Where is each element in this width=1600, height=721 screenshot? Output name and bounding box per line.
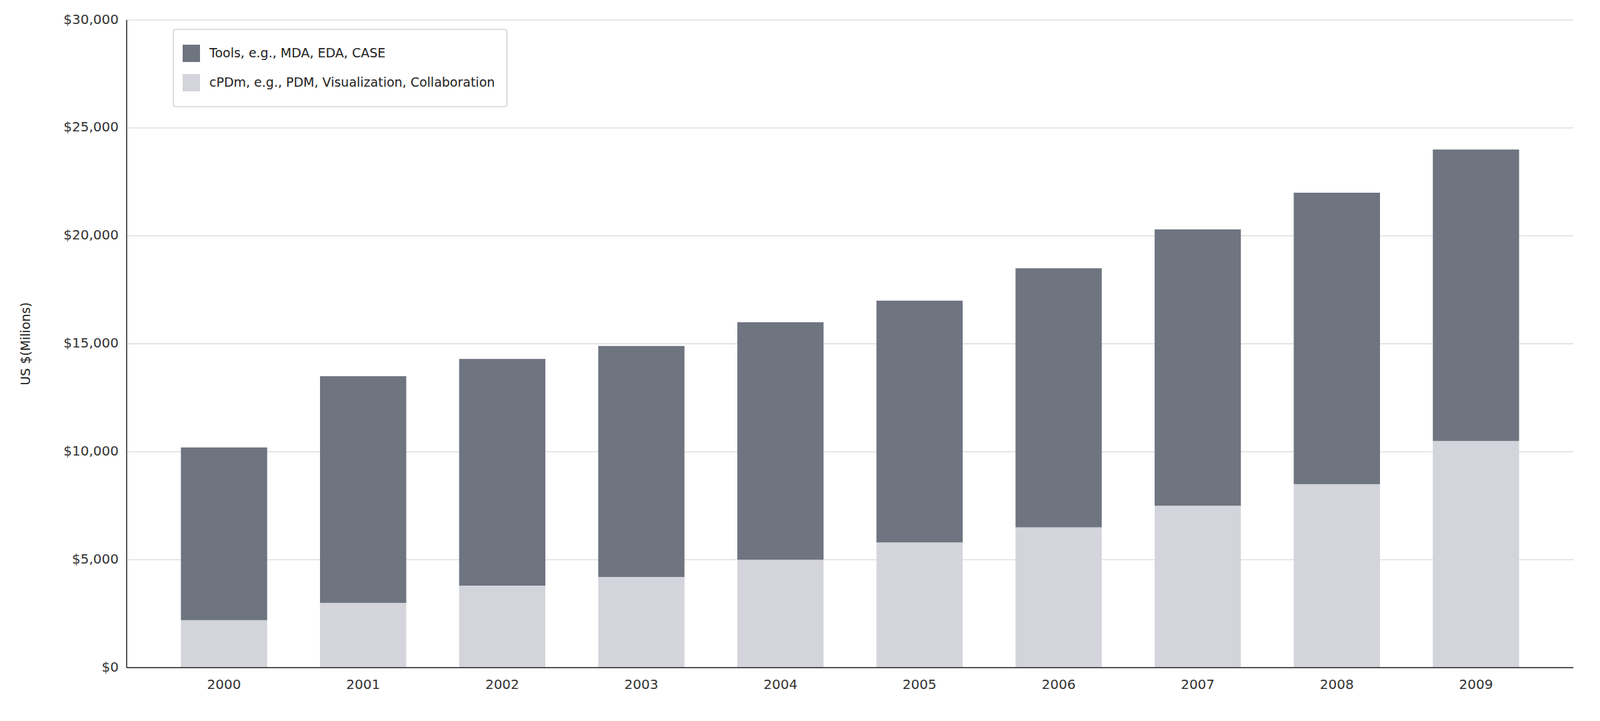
bar-segment xyxy=(1154,229,1241,506)
bar-segment xyxy=(1294,192,1380,484)
y-axis-label: US $(Milions) xyxy=(18,302,33,386)
legend: Tools, e.g., MDA, EDA, CASE cPDm, e.g., P… xyxy=(173,29,507,107)
y-tick-label: $10,000 xyxy=(63,442,119,459)
x-tick-label: 2004 xyxy=(763,676,798,692)
bar-segment xyxy=(320,602,406,668)
x-tick-label: 2009 xyxy=(1458,676,1493,692)
bar-segment xyxy=(459,585,546,668)
bar-segment xyxy=(1154,505,1241,668)
legend-box xyxy=(173,29,507,107)
y-tick-label: $15,000 xyxy=(63,334,119,351)
bar-segment xyxy=(598,576,684,668)
x-tick-label: 2008 xyxy=(1320,676,1354,692)
bar-segment xyxy=(1432,149,1519,441)
bars xyxy=(180,149,1519,668)
x-axis-ticks: 2000 2001 2002 2003 2004 2005 2006 2007 2008 2009 xyxy=(207,676,1494,692)
bar-segment xyxy=(598,346,684,577)
x-tick-label: 2005 xyxy=(902,676,937,692)
legend-swatch xyxy=(182,74,200,92)
grid-line xyxy=(126,667,1574,668)
y-axis-line xyxy=(126,20,128,668)
bar-segment xyxy=(320,376,406,603)
legend-swatch xyxy=(182,44,200,62)
bar-segment xyxy=(1015,268,1102,527)
bar-segment xyxy=(180,620,267,668)
x-tick-label: 2001 xyxy=(346,676,380,692)
legend-label: cPDm, e.g., PDM, Visualization, Collabor… xyxy=(209,74,495,90)
bar-segment xyxy=(737,322,824,560)
x-tick-label: 2002 xyxy=(485,676,520,692)
bar-segment xyxy=(459,358,546,586)
bar-segment xyxy=(876,542,963,668)
bar-segment xyxy=(737,559,824,668)
chart-container: $0 $5,000 $10,000 $15,000 $20,000 $25,000 $30,… xyxy=(0,0,1600,721)
y-tick-label: $30,000 xyxy=(63,11,119,28)
x-tick-label: 2003 xyxy=(624,676,659,692)
x-tick-label: 2000 xyxy=(207,676,242,692)
bar-segment xyxy=(876,300,963,543)
x-tick-label: 2007 xyxy=(1180,676,1215,692)
grid-line xyxy=(126,20,1574,21)
bar-segment xyxy=(1432,440,1519,668)
y-tick-label: $20,000 xyxy=(63,226,119,243)
y-tick-label: $25,000 xyxy=(63,118,119,135)
chart-svg: $0 $5,000 $10,000 $15,000 $20,000 $25,000 $30,… xyxy=(0,0,1600,721)
bar-segment xyxy=(180,447,267,620)
y-tick-label: $0 xyxy=(102,658,119,675)
grid-line xyxy=(126,127,1574,128)
x-tick-label: 2006 xyxy=(1042,676,1076,692)
x-axis-line xyxy=(126,666,1574,668)
y-tick-label: $5,000 xyxy=(72,550,119,567)
bar-segment xyxy=(1294,484,1380,668)
legend-label: Tools, e.g., MDA, EDA, CASE xyxy=(208,45,386,60)
bar-segment xyxy=(1015,527,1102,668)
grid xyxy=(126,20,1574,668)
y-axis-ticks: $0 $5,000 $10,000 $15,000 $20,000 $25,000 $30,… xyxy=(63,11,119,675)
